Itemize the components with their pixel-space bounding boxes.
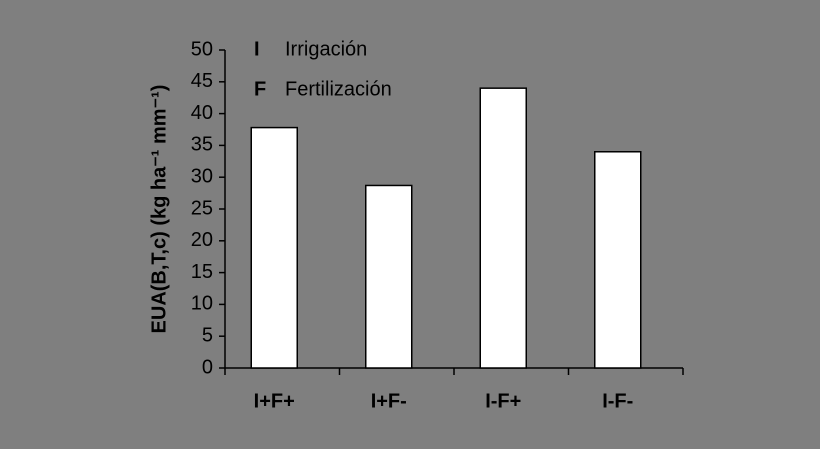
y-tick-label: 10	[191, 293, 213, 315]
legend-label: Fertilización	[285, 78, 392, 100]
legend-label: Irrigación	[285, 38, 367, 60]
x-tick-label: I-F+	[485, 390, 521, 412]
bar	[365, 184, 413, 369]
y-tick-label: 30	[191, 165, 213, 187]
x-tick-label: I+F-	[371, 390, 407, 412]
x-tick-label: I-F-	[602, 390, 633, 412]
bar	[594, 151, 642, 369]
y-tick-label: 35	[191, 134, 213, 156]
y-tick-label: 40	[191, 102, 213, 124]
x-tick-label: I+F+	[254, 390, 295, 412]
y-axis-label: EUA(B,T,c) (kg ha⁻¹ mm⁻¹)	[148, 85, 170, 334]
y-tick-label: 20	[191, 229, 213, 251]
bar	[250, 126, 298, 369]
y-tick-label: 50	[191, 38, 213, 60]
legend-key: F	[254, 78, 266, 100]
y-tick-label: 0	[202, 356, 213, 378]
bar	[479, 87, 527, 369]
legend-key: I	[254, 38, 260, 60]
y-tick-label: 25	[191, 197, 213, 219]
y-tick-label: 5	[202, 324, 213, 346]
y-tick-label: 15	[191, 261, 213, 283]
y-tick-label: 45	[191, 70, 213, 92]
